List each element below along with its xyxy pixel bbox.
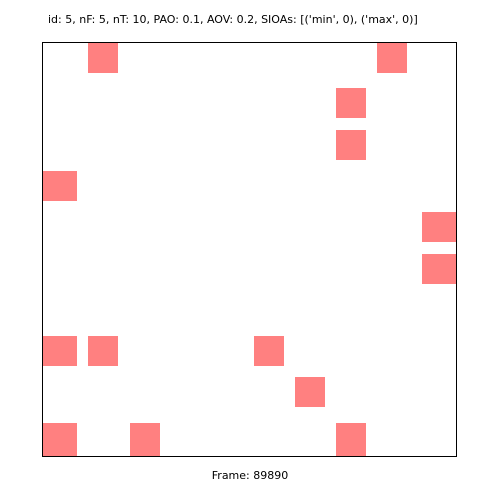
- occupied-cell: [336, 130, 366, 160]
- occupied-cell: [43, 171, 77, 201]
- occupied-cell: [336, 423, 366, 456]
- occupied-cell: [88, 43, 118, 73]
- occupied-cell: [295, 377, 325, 407]
- occupied-cell: [254, 336, 284, 366]
- occupied-cell: [422, 212, 456, 242]
- occupied-cell: [43, 423, 77, 456]
- occupied-cell: [377, 43, 407, 73]
- occupied-cell: [336, 88, 366, 118]
- occupied-cell: [43, 336, 77, 366]
- occupied-cell: [130, 423, 160, 456]
- occupied-cell: [88, 336, 118, 366]
- status-header: id: 5, nF: 5, nT: 10, PAO: 0.1, AOV: 0.2…: [48, 13, 418, 26]
- occupied-cell: [422, 254, 456, 284]
- frame-counter: Frame: 89890: [0, 469, 500, 482]
- game-board: [42, 42, 457, 457]
